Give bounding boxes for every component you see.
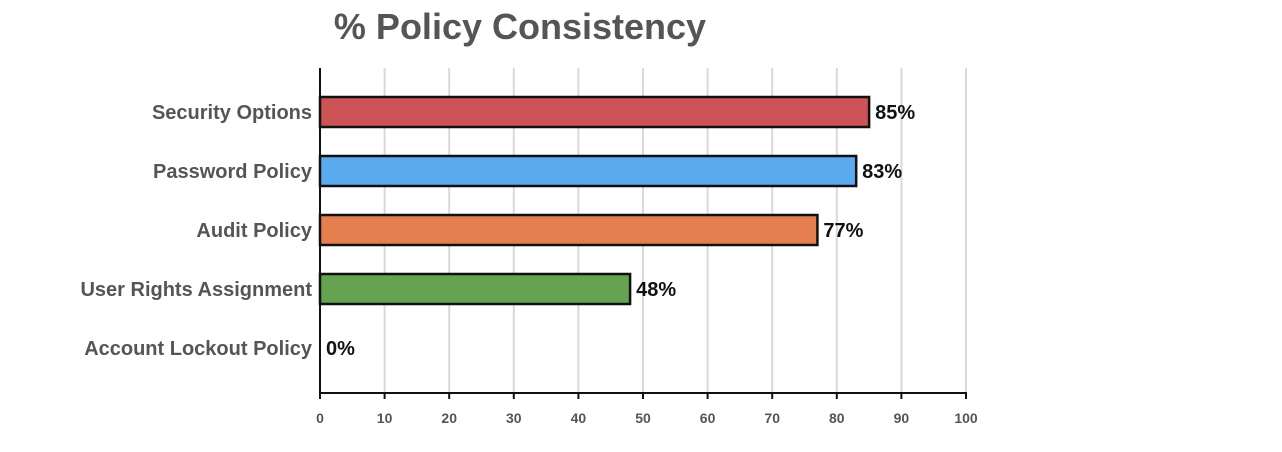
bar xyxy=(318,154,858,188)
bar xyxy=(318,272,632,306)
x-tick-label: 100 xyxy=(954,410,978,426)
x-tick-label: 70 xyxy=(764,410,780,426)
x-tick-label: 60 xyxy=(700,410,716,426)
x-tick-label: 50 xyxy=(635,410,651,426)
x-tick-label: 90 xyxy=(894,410,910,426)
chart-title: % Policy Consistency xyxy=(333,6,707,47)
x-tick-label: 10 xyxy=(377,410,393,426)
x-tick-label: 80 xyxy=(829,410,845,426)
x-tick-label: 20 xyxy=(441,410,457,426)
bar xyxy=(318,213,819,247)
category-label: Account Lockout Policy xyxy=(84,338,313,360)
x-tick-label: 0 xyxy=(316,410,324,426)
labels: 0 10 20 30 40 50 60 70 80 90 100 Security Options 85… xyxy=(80,102,977,426)
category-label: Audit Policy xyxy=(196,220,312,242)
bars xyxy=(318,95,871,306)
x-tick-label: 40 xyxy=(571,410,587,426)
value-label: 77% xyxy=(823,220,863,242)
category-label: User Rights Assignment xyxy=(80,279,312,301)
value-label: 0% xyxy=(326,338,355,360)
value-label: 48% xyxy=(636,279,676,301)
axes xyxy=(319,68,967,399)
value-label: 83% xyxy=(862,161,902,183)
value-label: 85% xyxy=(875,102,915,124)
x-tick-label: 30 xyxy=(506,410,522,426)
bar xyxy=(318,95,871,129)
category-label: Security Options xyxy=(152,102,312,124)
category-label: Password Policy xyxy=(153,161,313,183)
